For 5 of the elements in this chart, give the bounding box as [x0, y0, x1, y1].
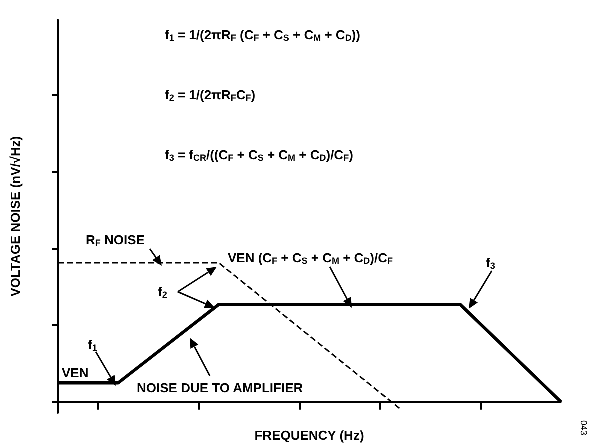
annotation: VEN — [62, 366, 89, 380]
y-axis-title: VOLTAGE NOISE (nV/√Hz) — [8, 136, 23, 297]
text: 043 — [579, 420, 589, 436]
x-axis-title: FREQUENCY (Hz) — [254, 428, 364, 443]
annotation: NOISE DUE TO AMPLIFIER — [137, 380, 304, 396]
